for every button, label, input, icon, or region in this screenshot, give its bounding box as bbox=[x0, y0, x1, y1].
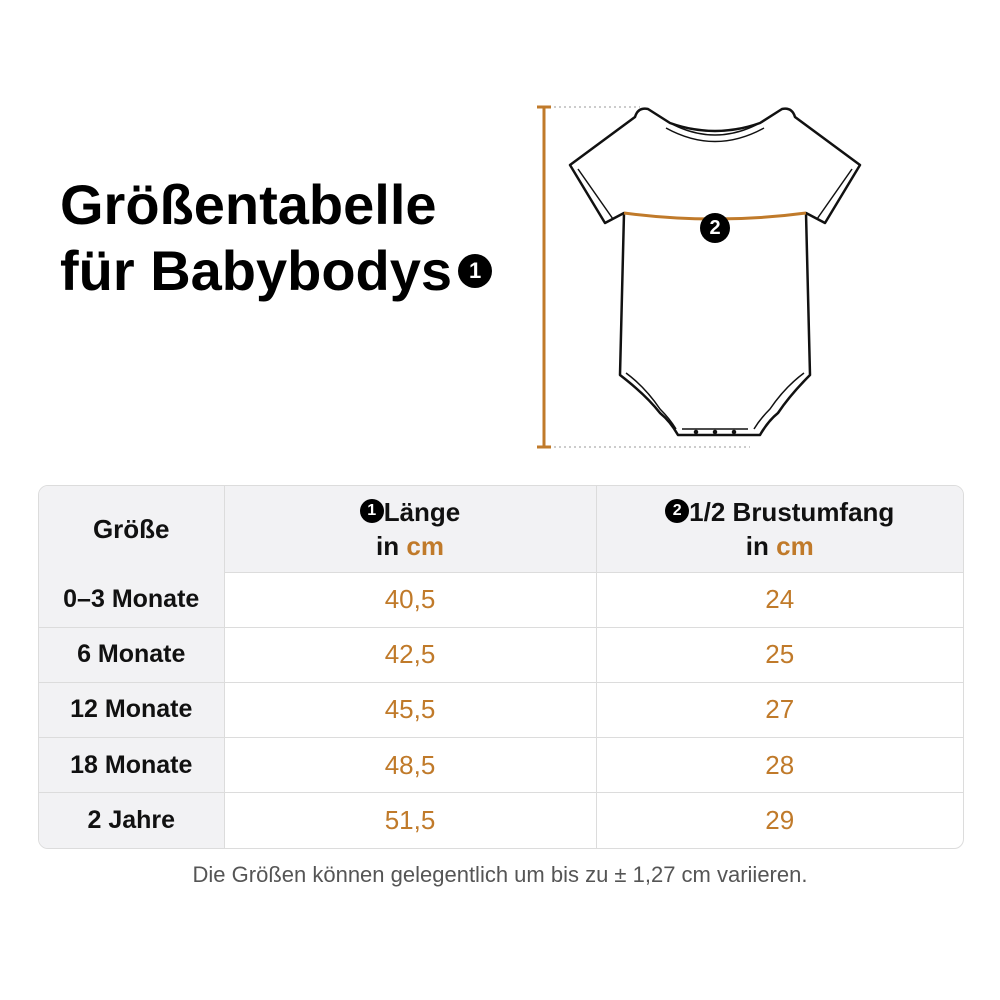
row-chest: 28 bbox=[595, 737, 963, 794]
row-size: 2 Jahre bbox=[39, 792, 225, 848]
page-title: Größentabelle für Babybodys 1 bbox=[60, 172, 493, 304]
header-chest-marker: 2 bbox=[665, 498, 690, 523]
header-length-unit: cm bbox=[406, 530, 444, 561]
table-row: 18 Monate 48,5 28 bbox=[39, 737, 963, 794]
size-table: Größe 1 Länge in cm 2 1/2 Brustumfang in c… bbox=[39, 486, 963, 848]
row-size: 6 Monate bbox=[39, 626, 225, 683]
row-size: 12 Monate bbox=[39, 681, 225, 739]
size-table-container: Größe 1 Länge in cm 2 1/2 Brustumfang in c… bbox=[38, 485, 964, 849]
row-length: 42,5 bbox=[223, 626, 597, 683]
bodysuit-details bbox=[577, 122, 853, 435]
table-header-row: Größe 1 Länge in cm 2 1/2 Brustumfang in c… bbox=[39, 486, 963, 572]
row-size: 0–3 Monate bbox=[39, 572, 225, 628]
size-variation-note: Die Größen können gelegentlich um bis zu… bbox=[192, 862, 808, 887]
table-row: 6 Monate 42,5 25 bbox=[39, 626, 963, 683]
row-length: 40,5 bbox=[223, 571, 597, 628]
header-length-marker: 1 bbox=[359, 498, 384, 523]
header-chest-line: 2 1/2 Brustumfang bbox=[597, 495, 964, 529]
header-length-line: 1 Länge bbox=[225, 495, 596, 529]
title-line-1: Größentabelle bbox=[60, 173, 437, 236]
header-chest-label: 1/2 Brustumfang bbox=[689, 496, 895, 527]
table-row: 0–3 Monate 40,5 24 bbox=[39, 571, 963, 628]
row-chest: 27 bbox=[595, 681, 963, 739]
header-length: 1 Länge in cm bbox=[223, 486, 597, 572]
baby-bodysuit-icon bbox=[537, 105, 862, 449]
row-chest: 24 bbox=[595, 571, 963, 628]
table-row: 2 Jahre 51,5 29 bbox=[39, 792, 963, 848]
row-length: 45,5 bbox=[223, 681, 597, 739]
header-chest-unit-prefix: in bbox=[745, 530, 769, 561]
length-marker-badge: 1 bbox=[458, 254, 493, 289]
header-length-unit-prefix: in bbox=[376, 530, 400, 561]
header-chest: 2 1/2 Brustumfang in cm bbox=[595, 486, 964, 572]
header-size: Größe bbox=[39, 486, 225, 572]
header-length-unit-line: in cm bbox=[225, 529, 596, 563]
header-size-label: Größe bbox=[92, 514, 170, 544]
row-chest: 29 bbox=[595, 792, 963, 848]
header-chest-unit: cm bbox=[776, 530, 814, 561]
row-length: 48,5 bbox=[223, 737, 597, 794]
header-chest-unit-line: in cm bbox=[597, 529, 964, 563]
row-length: 51,5 bbox=[223, 792, 597, 848]
row-chest: 25 bbox=[595, 626, 963, 683]
title-line-2: für Babybodys 1 bbox=[60, 238, 493, 304]
table-row: 12 Monate 45,5 27 bbox=[39, 681, 963, 739]
header-length-label: Länge bbox=[383, 496, 461, 527]
row-size: 18 Monate bbox=[39, 737, 225, 794]
chest-marker-badge: 2 bbox=[700, 213, 730, 243]
title-line-2-text: für Babybodys bbox=[60, 239, 453, 302]
bodysuit-outline bbox=[568, 107, 862, 437]
